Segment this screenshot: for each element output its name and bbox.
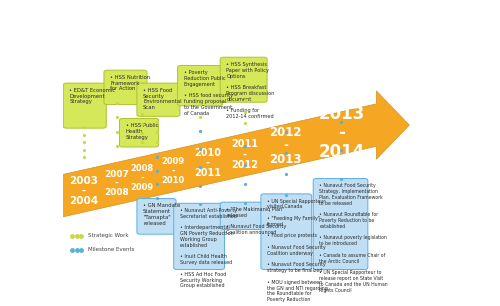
FancyBboxPatch shape — [104, 70, 147, 105]
Text: • HSS Nutrition
Framework
for Action: • HSS Nutrition Framework for Action — [110, 75, 150, 91]
Text: • Poverty
Reduction Public
Engagement

• HSS food security
funding proposal
to t: • Poverty Reduction Public Engagement • … — [184, 70, 233, 116]
FancyBboxPatch shape — [137, 199, 176, 234]
Text: 2007
-
2008: 2007 - 2008 — [104, 170, 129, 197]
FancyBboxPatch shape — [64, 83, 106, 128]
Text: Milestone Events: Milestone Events — [88, 248, 135, 252]
Text: • "The Makimaniq Plan"
released

• Nunavut Food Security
Coalition announced: • "The Makimaniq Plan" released • Nunavu… — [226, 207, 287, 235]
Text: • HSS Food
Security
Environmental
Scan: • HSS Food Security Environmental Scan — [143, 88, 182, 110]
Text: 2012
-
2013: 2012 - 2013 — [269, 125, 302, 166]
FancyBboxPatch shape — [178, 65, 222, 106]
Text: 2010
-
2011: 2010 - 2011 — [194, 147, 222, 178]
FancyBboxPatch shape — [220, 202, 265, 230]
Text: 2013
-
2014: 2013 - 2014 — [318, 105, 364, 161]
Text: • Nunavut Anti-Poverty
Secretariat established

• Interdepartmental
GN Poverty R: • Nunavut Anti-Poverty Secretariat estab… — [180, 208, 237, 289]
FancyBboxPatch shape — [120, 118, 158, 147]
FancyBboxPatch shape — [261, 194, 312, 270]
Text: 2003
-
2004: 2003 - 2004 — [69, 176, 98, 206]
Text: • Nunavut Food Security
Strategy, Implementation
Plan, Evaluation Framework
to b: • Nunavut Food Security Strategy, Implem… — [320, 183, 388, 293]
FancyBboxPatch shape — [313, 179, 368, 270]
Text: • GN Mandate
Statement
"Tamapta"
released: • GN Mandate Statement "Tamapta" release… — [143, 203, 180, 226]
Text: 2008
-
2009: 2008 - 2009 — [130, 164, 154, 192]
Text: 2009
-
2010: 2009 - 2010 — [162, 157, 184, 185]
FancyBboxPatch shape — [220, 57, 267, 102]
Text: • ED&T Economic
Development
Strategy: • ED&T Economic Development Strategy — [70, 88, 116, 104]
Text: • HSS Synthesis
Paper with Policy
Options

• HSS Breakfast
Program discussion
do: • HSS Synthesis Paper with Policy Option… — [226, 62, 275, 119]
Polygon shape — [62, 91, 410, 217]
Text: 2011
-
2012: 2011 - 2012 — [231, 139, 258, 170]
Text: • HSS Public
Health
Strategy: • HSS Public Health Strategy — [126, 123, 158, 140]
FancyBboxPatch shape — [137, 83, 180, 116]
FancyBboxPatch shape — [174, 203, 224, 270]
Text: • UN Special Rapporteur
visited Canada

• "Feeding My Family"
formed

• Food pri: • UN Special Rapporteur visited Canada •… — [267, 199, 328, 302]
Text: Strategic Work: Strategic Work — [88, 233, 129, 238]
